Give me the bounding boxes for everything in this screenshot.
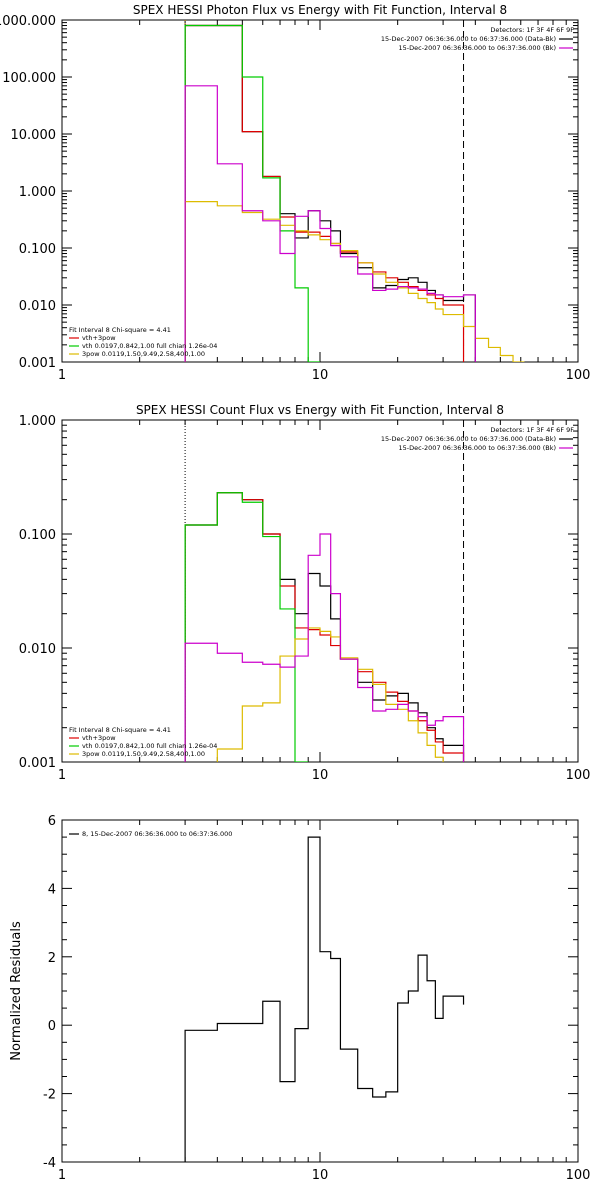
series-2-line — [184, 492, 465, 762]
series-5-line — [184, 533, 465, 762]
x-tick-label: 100 — [566, 768, 591, 783]
y-tick-label: 1.000 — [19, 414, 56, 429]
y-tick-label: 4 — [48, 882, 56, 897]
plot-frame — [61, 19, 579, 363]
x-tick-label: 10 — [312, 1168, 329, 1183]
y-tick-label: -4 — [43, 1156, 56, 1171]
x-tick-label: 1 — [58, 368, 66, 383]
y-tick-label: 100.000 — [2, 71, 56, 86]
y-tick-label: 0.100 — [19, 528, 56, 543]
x-tick-label: 100 — [566, 368, 591, 383]
info-text: Detectors: 1F 3F 4F 6F 9F — [490, 26, 574, 34]
legend-entry: 8, 15-Dec-2007 06:36:36.000 to 06:37:36.… — [82, 830, 232, 838]
series-3-line — [184, 24, 320, 362]
legend-entry: Fit Interval 8 Chi-square = 4.41 — [69, 326, 171, 334]
legend-entry: vth+3pow — [82, 734, 116, 742]
legend-entry: vth+3pow — [82, 334, 116, 342]
series-4-line — [184, 627, 465, 762]
series-2-line — [184, 24, 465, 362]
y-tick-label: 0.001 — [19, 756, 56, 771]
series-4-line — [184, 201, 525, 362]
x-tick-label: 10 — [312, 368, 329, 383]
series-1-line — [184, 24, 476, 362]
info-text: Detectors: 1F 3F 4F 6F 9F — [490, 426, 574, 434]
x-tick-label: 1 — [58, 768, 66, 783]
series-1-line — [184, 492, 465, 762]
series-3-line — [184, 492, 309, 762]
series-5-line — [184, 85, 476, 362]
y-tick-label: -2 — [43, 1088, 56, 1103]
y-tick-label: 0.010 — [19, 299, 56, 314]
legend-entry: vth 0.0197,0.842,1.00 full chian 1.26e-0… — [82, 742, 217, 750]
legend-entry: vth 0.0197,0.842,1.00 full chian 1.26e-0… — [82, 342, 217, 350]
y-tick-label: 10.000 — [11, 128, 57, 143]
y-tick-label: 6 — [48, 814, 56, 829]
y-tick-label: 0.010 — [19, 642, 56, 657]
legend-entry: 3pow 0.0119,1.50,9.49,2.58,400,1.00 — [82, 350, 205, 358]
legend-entry: 3pow 0.0119,1.50,9.49,2.58,400,1.00 — [82, 750, 205, 758]
series-1-line — [184, 836, 465, 1162]
info-text: 15-Dec-2007 06:36:36.000 to 06:37:36.000… — [399, 44, 557, 52]
y-axis-label: Normalized Residuals — [9, 921, 24, 1061]
y-tick-label: 0.100 — [19, 242, 56, 257]
info-text: 15-Dec-2007 06:36:36.000 to 06:37:36.000… — [381, 35, 556, 43]
plot-frame — [61, 419, 579, 763]
legend-entry: Fit Interval 8 Chi-square = 4.41 — [69, 726, 171, 734]
chart-1: SPEX HESSI Photon Flux vs Energy with Fi… — [0, 3, 590, 383]
chart-title: SPEX HESSI Photon Flux vs Energy with Fi… — [133, 3, 507, 17]
x-tick-label: 1 — [58, 1168, 66, 1183]
x-tick-label: 10 — [312, 768, 329, 783]
info-text: 15-Dec-2007 06:36:36.000 to 06:37:36.000… — [381, 435, 556, 443]
info-text: 15-Dec-2007 06:36:36.000 to 06:37:36.000… — [399, 444, 557, 452]
y-tick-label: 2 — [48, 951, 56, 966]
chart-title: SPEX HESSI Count Flux vs Energy with Fit… — [136, 403, 504, 417]
y-tick-label: 1000.000 — [0, 14, 56, 29]
y-tick-label: 0.001 — [19, 356, 56, 371]
x-tick-label: 100 — [566, 1168, 591, 1183]
chart-3: 1 10 100 -4 -2 0 2 4 6 Normalized Residuals 8, 15-… — [9, 814, 590, 1183]
y-tick-label: 1.000 — [19, 185, 56, 200]
y-tick-label: 0 — [48, 1019, 56, 1034]
chart-2: SPEX HESSI Count Flux vs Energy with Fit… — [19, 403, 591, 783]
